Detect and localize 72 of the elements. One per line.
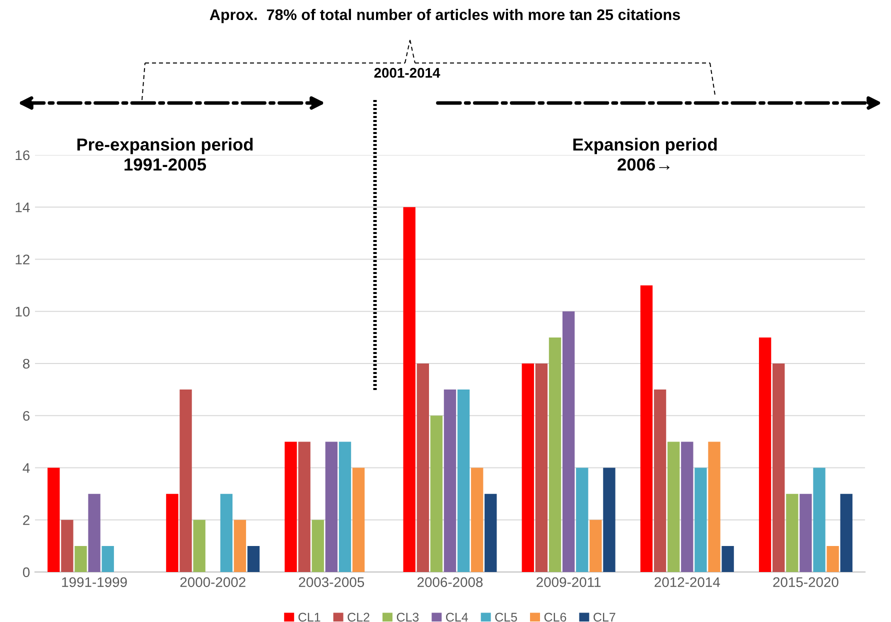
bar: [590, 520, 602, 572]
bar: [813, 468, 826, 572]
bar: [166, 494, 178, 572]
bar: [457, 390, 470, 572]
y-tick-label: 12: [16, 254, 30, 264]
bar: [102, 546, 114, 572]
y-tick-label: 6: [23, 410, 30, 421]
bar: [484, 494, 497, 572]
bar: [444, 390, 456, 572]
bar: [840, 494, 852, 572]
chart-title: Aprox. 78% of total number of articles with more tan 25 citations: [210, 8, 680, 24]
bar: [193, 520, 206, 572]
text: 2001-2014: [374, 68, 440, 78]
bar: [786, 494, 798, 572]
bar: [576, 468, 588, 572]
y-tick-label: 14: [16, 202, 30, 212]
bar: [681, 442, 694, 572]
bar: [603, 468, 616, 572]
bar: [471, 468, 484, 572]
x-tick-label: 2003-2005: [298, 577, 364, 588]
bar: [694, 468, 707, 572]
annotation: Pre-expansion period 1991-2005: [77, 138, 253, 171]
bar: [562, 311, 575, 572]
y-tick-label: 4: [22, 463, 30, 473]
bar: [403, 207, 416, 572]
x-tick-label: 2012-2014: [654, 577, 720, 588]
bar: [772, 364, 785, 572]
y-tick-label: 0: [22, 567, 30, 578]
y-tick-label: 8: [23, 358, 30, 369]
y-tick-label: 16: [16, 150, 30, 160]
legend-label: CL2: [348, 612, 370, 622]
y-tick-label: 2: [23, 515, 30, 525]
bar: [298, 442, 310, 572]
bar: [48, 468, 60, 572]
bar: [640, 285, 653, 572]
x-tick-label: 1991-1999: [62, 577, 127, 588]
bar: [352, 468, 365, 572]
bar: [284, 442, 297, 572]
bar: [312, 520, 324, 572]
bar: [61, 520, 74, 572]
bar: [234, 520, 246, 572]
bar: [522, 364, 534, 572]
y-tick-label: 10: [16, 306, 30, 317]
bar: [800, 494, 812, 572]
bar: [416, 364, 429, 572]
x-tick-label: 2000-2002: [180, 577, 246, 588]
bar: [338, 442, 352, 572]
annotation: Expansion period 2006→: [573, 138, 717, 171]
bar: [535, 364, 548, 572]
bar: [88, 494, 100, 572]
legend-label: CL1: [298, 612, 320, 622]
bar: [430, 416, 443, 572]
bar: [325, 442, 338, 572]
bar: [654, 390, 666, 572]
legend-label: CL5: [495, 612, 517, 622]
bar: [180, 390, 192, 572]
bar: [708, 442, 720, 572]
x-tick-label: 2006-2008: [417, 577, 483, 588]
bar: [826, 546, 839, 572]
legend-label: CL3: [396, 612, 419, 622]
bar: [722, 546, 734, 572]
bar: [548, 337, 562, 572]
x-tick-label: 2009-2011: [536, 577, 601, 588]
bar: [758, 337, 772, 572]
bar: [667, 442, 680, 572]
x-tick-label: 2015-2020: [773, 577, 838, 588]
bar: [220, 494, 233, 572]
legend-label: CL6: [544, 612, 566, 622]
legend-label: CL7: [594, 612, 616, 622]
bar: [74, 546, 87, 572]
legend-label: CL4: [446, 612, 468, 622]
bar: [247, 546, 260, 572]
